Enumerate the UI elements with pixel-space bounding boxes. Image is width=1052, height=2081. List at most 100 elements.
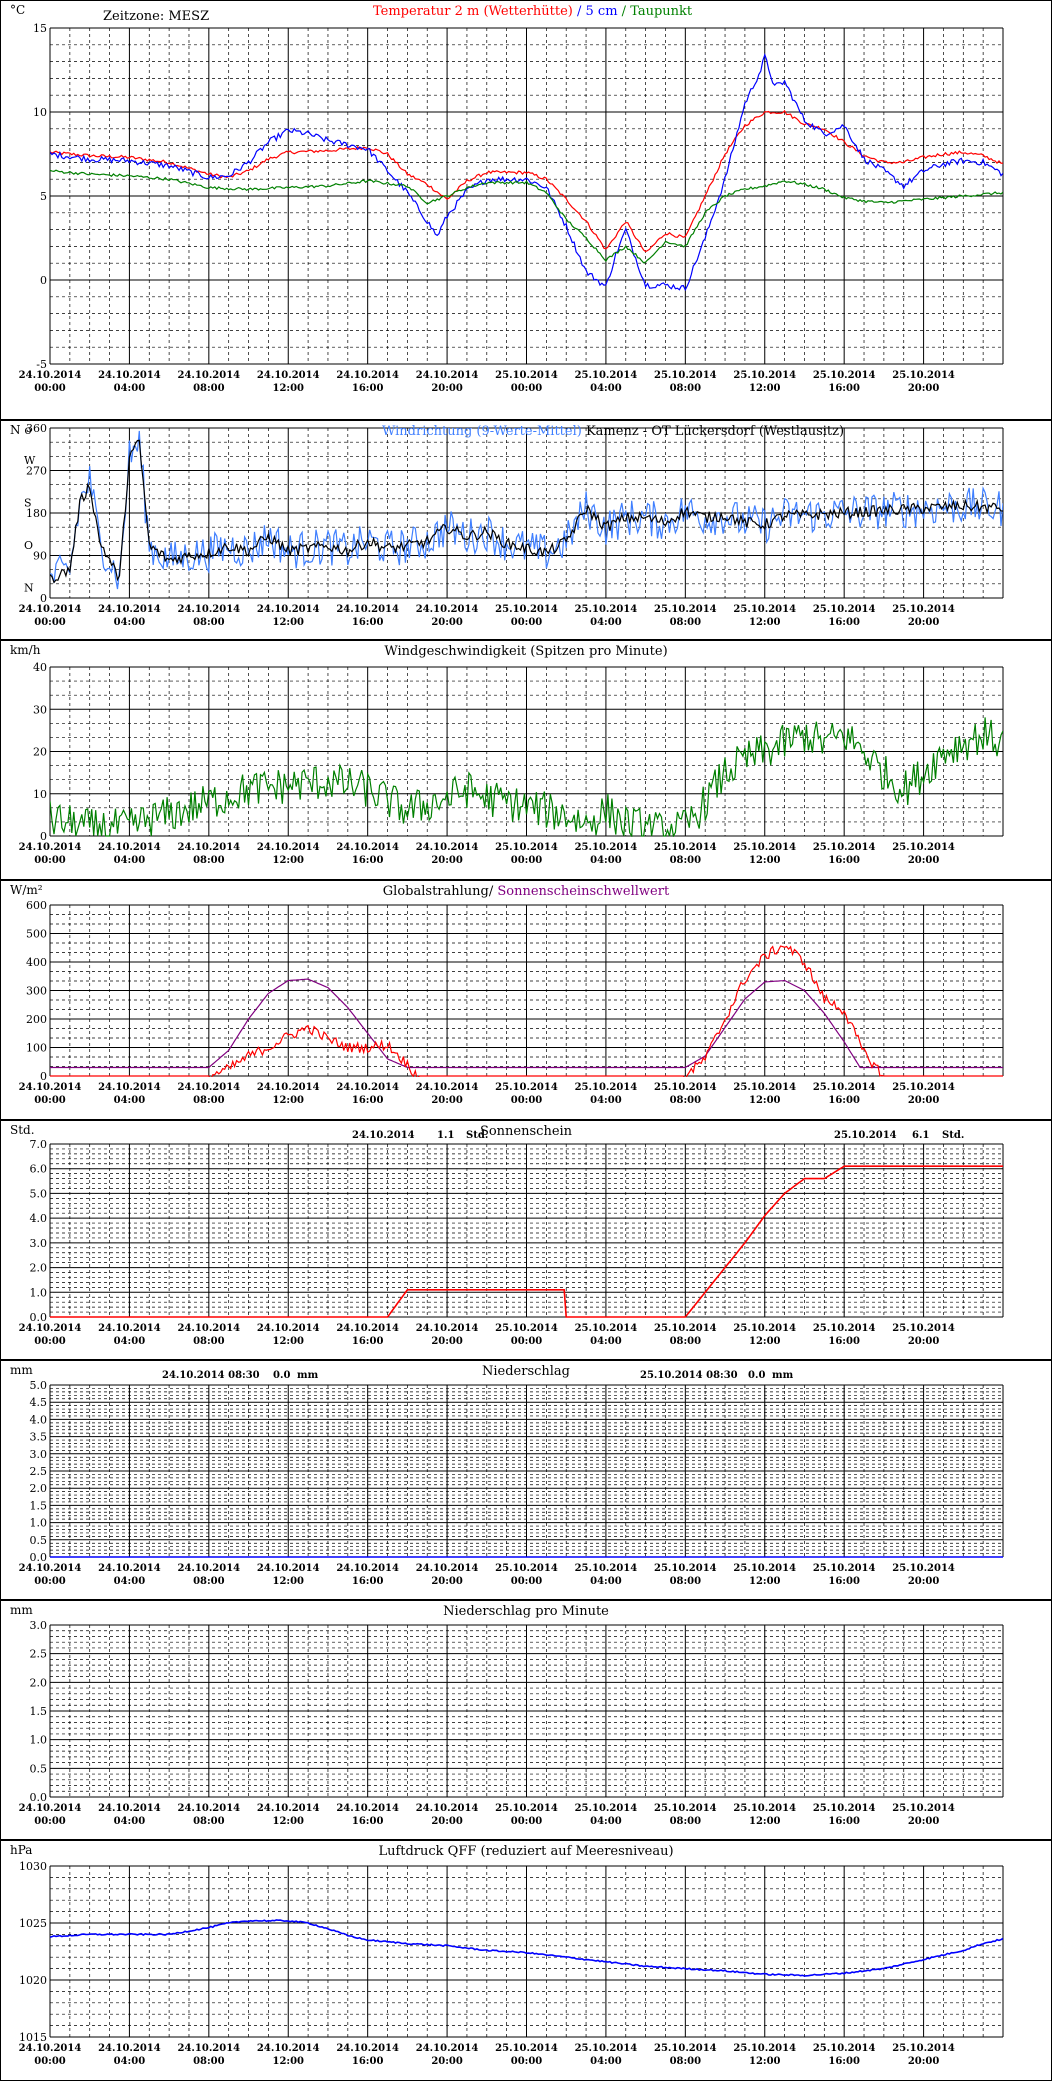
y-tick-label: 360 — [26, 422, 47, 435]
x-tick-time: 12:00 — [749, 617, 781, 628]
x-tick-date: 24.10.2014 — [98, 2043, 161, 2054]
x-tick-time: 20:00 — [431, 1576, 463, 1587]
annotation-date: 24.10.2014 — [352, 1130, 415, 1141]
x-tick-date: 24.10.2014 — [178, 1323, 241, 1334]
x-tick-time: 20:00 — [908, 855, 940, 866]
y-tick-label: 15 — [33, 22, 47, 35]
x-tick-time: 12:00 — [272, 2056, 304, 2067]
x-tick-date: 25.10.2014 — [892, 370, 955, 381]
y-axis-unit: W/m² — [10, 883, 43, 897]
y-tick-label: 0 — [40, 592, 47, 605]
y-tick-label: 3.0 — [30, 1619, 48, 1632]
x-tick-date: 25.10.2014 — [813, 2043, 876, 2054]
x-tick-date: 24.10.2014 — [336, 1563, 399, 1574]
x-tick-date: 25.10.2014 — [575, 1323, 638, 1334]
x-tick-time: 12:00 — [749, 2056, 781, 2067]
y-tick-label: 0.5 — [30, 1762, 48, 1775]
chart-title: Luftdruck QFF (reduziert auf Meeresnivea… — [378, 1844, 673, 1859]
chart-title: Niederschlag — [482, 1364, 570, 1379]
annotation-unit: Std. — [942, 1130, 964, 1141]
series-line-0 — [50, 978, 1003, 1069]
x-tick-date: 24.10.2014 — [336, 1803, 399, 1814]
x-tick-time: 16:00 — [828, 617, 860, 628]
x-tick-date: 25.10.2014 — [892, 1563, 955, 1574]
x-tick-time: 16:00 — [828, 2056, 860, 2067]
y-axis-unit: mm — [10, 1363, 33, 1377]
x-tick-date: 25.10.2014 — [813, 1803, 876, 1814]
y-axis-unit: °C — [10, 3, 25, 17]
x-tick-date: 25.10.2014 — [654, 1803, 717, 1814]
x-tick-date: 25.10.2014 — [892, 1082, 955, 1093]
y-tick-label: 4.0 — [30, 1413, 48, 1426]
x-tick-time: 20:00 — [908, 1095, 940, 1106]
annotation-unit: mm — [772, 1370, 794, 1381]
annotation-unit: Std. — [466, 1130, 488, 1141]
x-tick-date: 24.10.2014 — [98, 1563, 161, 1574]
y-tick-label: 0 — [40, 830, 47, 843]
x-tick-date: 25.10.2014 — [733, 2043, 796, 2054]
x-tick-time: 00:00 — [34, 1576, 66, 1587]
y-tick-label: 0 — [40, 1070, 47, 1083]
x-tick-date: 24.10.2014 — [178, 604, 241, 615]
chart-press: 1015 1020 1025 1030 hPa 24.10.2014 00:00 24.10.… — [0, 1840, 1052, 2081]
x-tick-date: 24.10.2014 — [336, 604, 399, 615]
x-tick-time: 04:00 — [590, 617, 622, 628]
x-tick-date: 25.10.2014 — [654, 1082, 717, 1093]
y-tick-label: 30 — [33, 703, 47, 716]
x-tick-time: 20:00 — [431, 1816, 463, 1827]
x-tick-time: 04:00 — [590, 1816, 622, 1827]
chart-rad: 0 100 200 300 400 500 600 W/m² 24.10.2014 00:00 24… — [0, 880, 1052, 1120]
x-tick-time: 12:00 — [749, 1095, 781, 1106]
x-tick-date: 24.10.2014 — [178, 1082, 241, 1093]
x-tick-time: 00:00 — [511, 1336, 543, 1347]
chart-wdir: 0 90 180 270 360 N O S W N o 24.10.2014 00:00 24.10.… — [0, 420, 1052, 640]
series-line-0 — [50, 717, 1003, 837]
x-tick-date: 24.10.2014 — [19, 1323, 82, 1334]
compass-label: S — [24, 497, 32, 510]
x-tick-time: 16:00 — [352, 1095, 384, 1106]
x-tick-time: 08:00 — [193, 2056, 225, 2067]
x-tick-time: 00:00 — [34, 2056, 66, 2067]
x-tick-date: 25.10.2014 — [575, 1082, 638, 1093]
y-tick-label: 4.5 — [30, 1396, 48, 1409]
x-tick-time: 16:00 — [352, 2056, 384, 2067]
x-tick-time: 12:00 — [749, 383, 781, 394]
series-line-1 — [50, 945, 1003, 1077]
y-tick-label: 2.0 — [30, 1262, 48, 1275]
x-tick-date: 25.10.2014 — [495, 842, 558, 853]
x-tick-date: 24.10.2014 — [416, 1082, 479, 1093]
y-tick-label: 0.5 — [30, 1534, 48, 1547]
y-tick-label: 10 — [33, 106, 47, 119]
x-tick-time: 00:00 — [34, 383, 66, 394]
x-tick-date: 25.10.2014 — [892, 2043, 955, 2054]
y-tick-label: 5 — [40, 190, 47, 203]
y-axis-unit: km/h — [10, 643, 41, 657]
x-tick-date: 24.10.2014 — [257, 842, 320, 853]
x-tick-time: 04:00 — [114, 383, 146, 394]
annotation-value: 0.0 — [273, 1370, 290, 1381]
series-line-0 — [50, 1919, 1003, 1977]
y-tick-label: 90 — [33, 550, 47, 563]
x-tick-time: 04:00 — [114, 1816, 146, 1827]
y-axis-unit: hPa — [10, 1843, 32, 1857]
x-tick-date: 25.10.2014 — [575, 1803, 638, 1814]
x-tick-time: 12:00 — [272, 617, 304, 628]
y-tick-label: 600 — [26, 899, 47, 912]
y-tick-label: 1015 — [19, 2031, 47, 2044]
x-tick-date: 24.10.2014 — [19, 2043, 82, 2054]
x-tick-date: 24.10.2014 — [98, 1323, 161, 1334]
x-tick-time: 00:00 — [34, 1336, 66, 1347]
x-tick-date: 24.10.2014 — [257, 1803, 320, 1814]
y-tick-label: 1025 — [19, 1917, 47, 1930]
x-tick-time: 04:00 — [114, 855, 146, 866]
x-tick-date: 25.10.2014 — [654, 370, 717, 381]
y-tick-label: 1.5 — [30, 1705, 48, 1718]
y-axis-unit: N o — [10, 423, 32, 437]
x-tick-time: 08:00 — [193, 1095, 225, 1106]
x-tick-date: 25.10.2014 — [654, 1563, 717, 1574]
x-tick-date: 25.10.2014 — [733, 1082, 796, 1093]
x-tick-date: 24.10.2014 — [19, 370, 82, 381]
x-tick-date: 25.10.2014 — [813, 1323, 876, 1334]
chart-temp: -5 0 5 10 15 °C 24.10.2014 00:00 24.10.2014 04:00… — [0, 0, 1052, 420]
x-tick-date: 25.10.2014 — [892, 842, 955, 853]
